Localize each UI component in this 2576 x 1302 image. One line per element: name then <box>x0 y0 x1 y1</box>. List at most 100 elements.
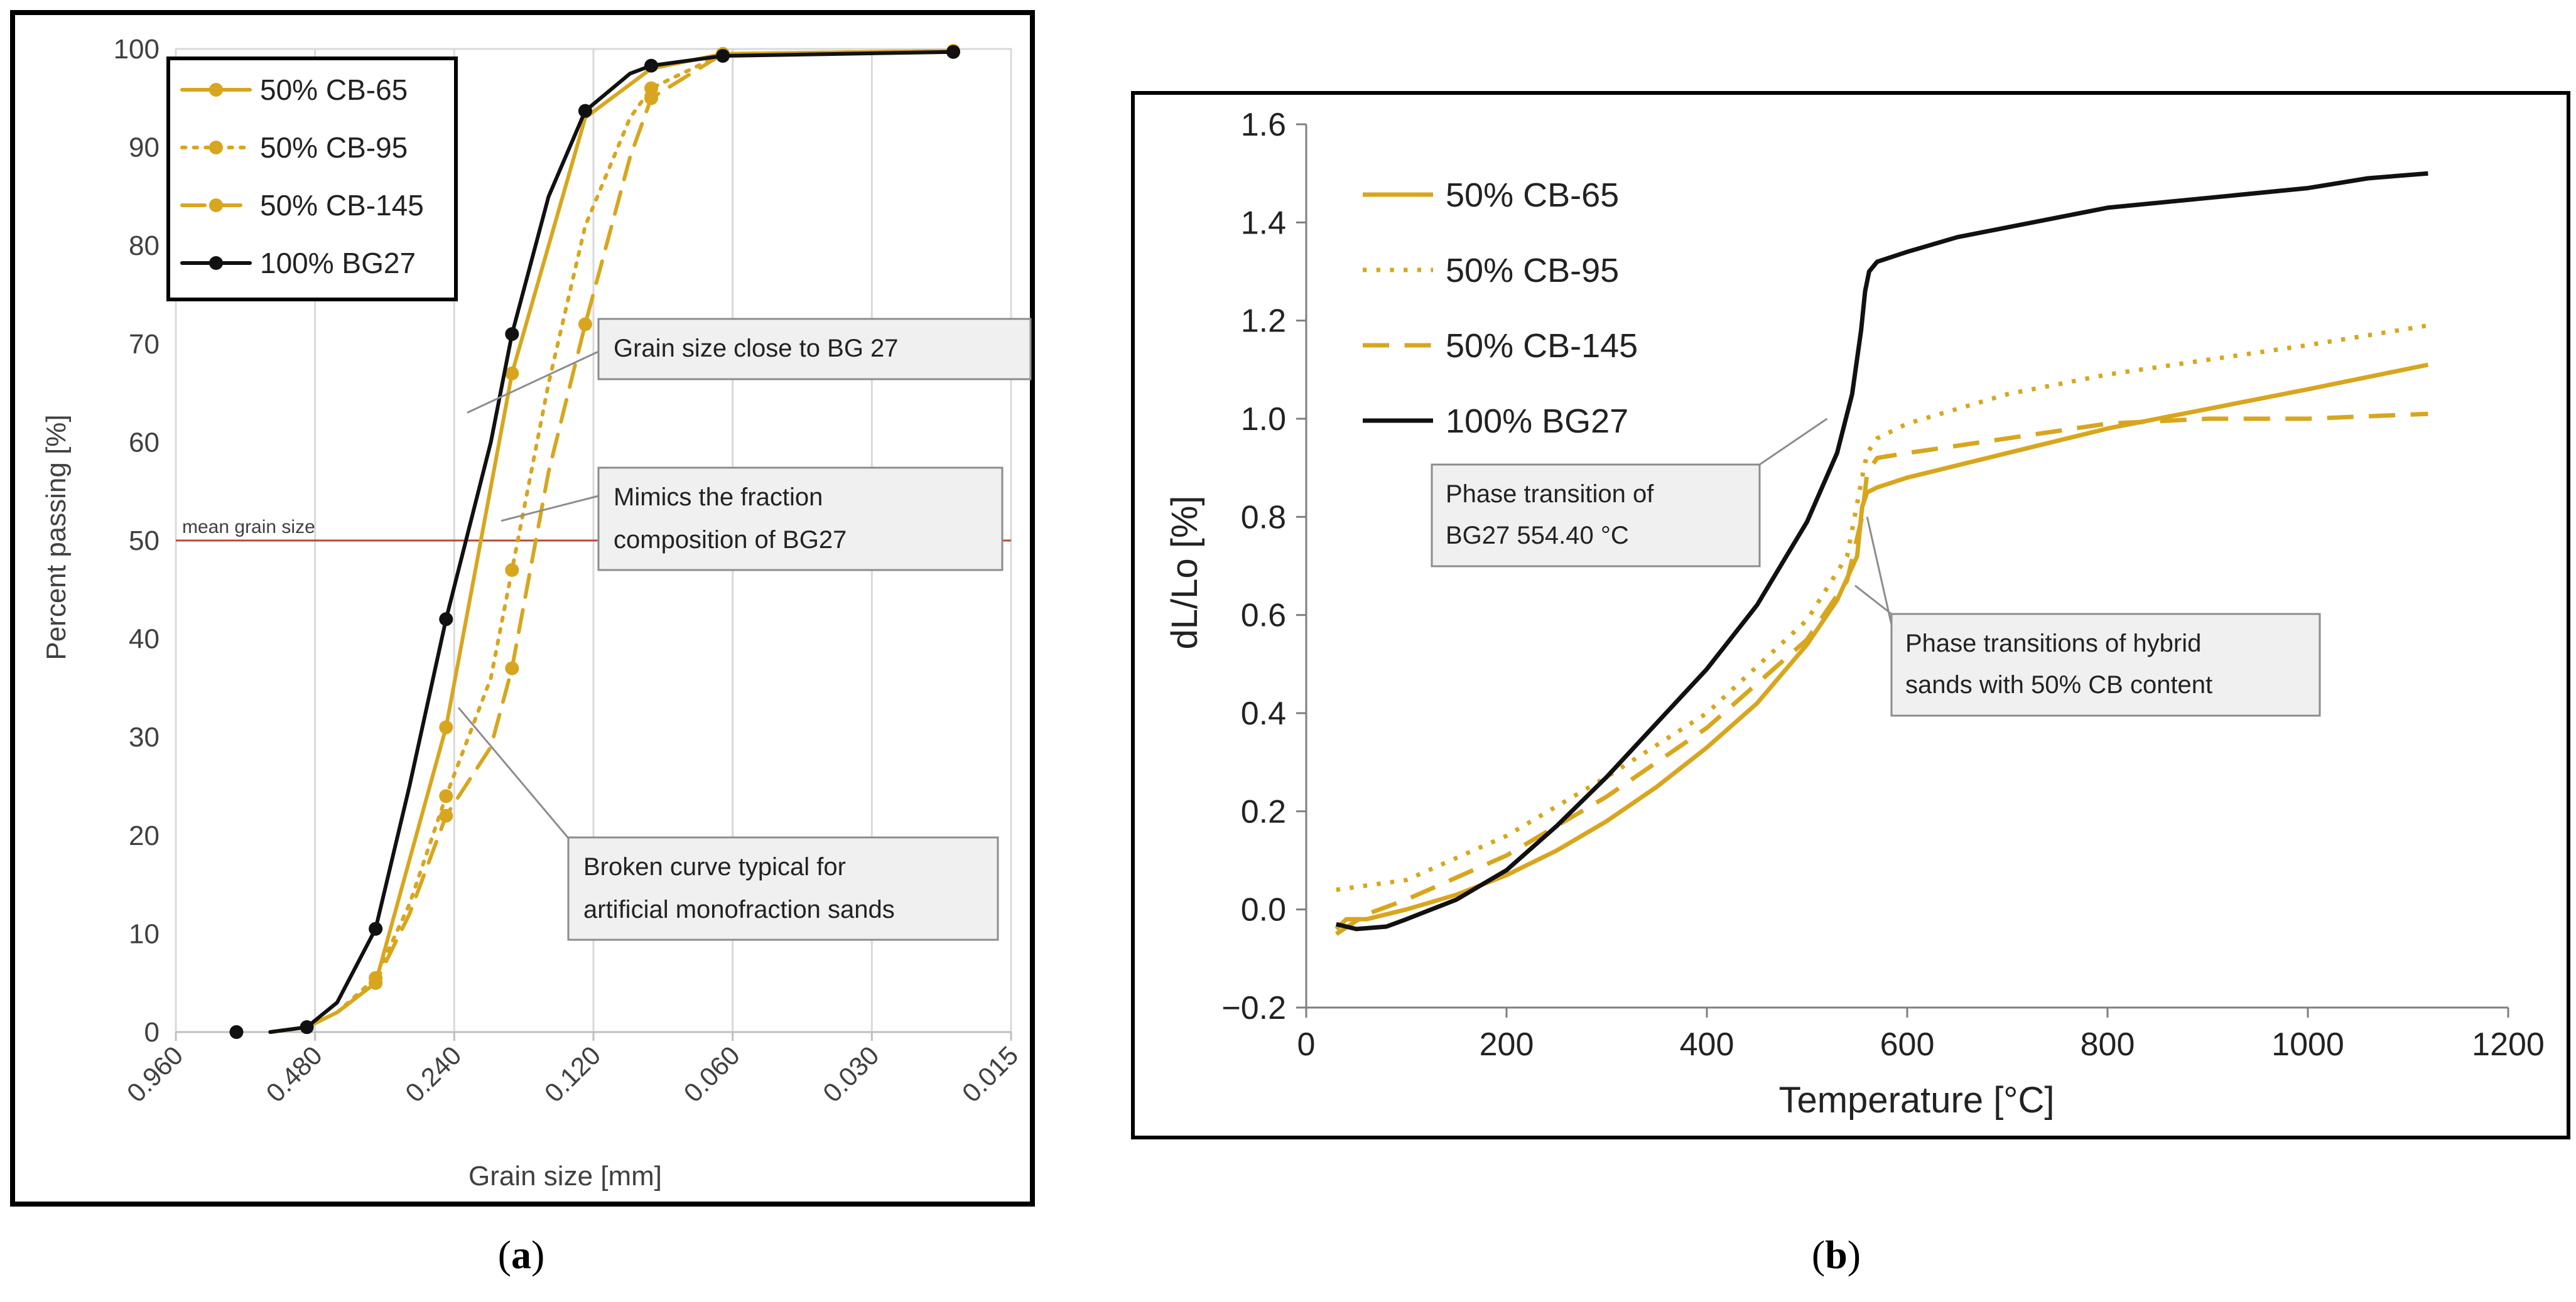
callout-text: BG27 554.40 °C <box>1446 522 1629 549</box>
legend-label: 50% CB-95 <box>1446 252 1619 289</box>
callout-box <box>597 318 1032 380</box>
y-tick-label: 30 <box>129 722 160 753</box>
y-tick-label: 0 <box>144 1017 160 1048</box>
callout-text: Grain size close to BG 27 <box>614 335 899 362</box>
legend-swatch-marker <box>209 256 223 270</box>
legend-label: 100% BG27 <box>1446 402 1628 440</box>
callout-box <box>1890 613 2321 717</box>
data-point <box>439 809 453 823</box>
data-point <box>505 661 519 675</box>
x-axis-title: Temperature [°C] <box>1778 1080 2054 1121</box>
callout-text: composition of BG27 <box>614 526 847 554</box>
series-line <box>268 49 955 1034</box>
callout-box <box>1431 463 1761 568</box>
callout-text: sands with 50% CB content <box>1905 671 2212 699</box>
y-tick-label: −0.2 <box>1221 990 1286 1026</box>
y-tick-label: 70 <box>129 329 160 360</box>
callout-leader <box>501 495 599 522</box>
y-tick-label: 40 <box>129 624 160 655</box>
callout-box <box>567 836 999 941</box>
legend: 50% CB-65 50% CB-95 50% CB-145 100% BG27 <box>166 56 458 301</box>
callout: Broken curve typical for artificial monof… <box>457 707 999 941</box>
data-point <box>578 104 592 118</box>
panel-b-frame <box>1131 91 2570 1139</box>
x-tick-label: 1200 <box>2472 1026 2545 1063</box>
mean-grain-size-label: mean grain size <box>182 517 315 537</box>
legend-item: 50% CB-145 <box>1363 327 1638 365</box>
series-100-bg27 <box>229 45 960 1039</box>
data-point <box>578 317 592 331</box>
legend-item: 50% CB-145 <box>180 189 424 222</box>
data-point <box>644 91 658 105</box>
data-point <box>644 81 658 95</box>
series-line <box>1335 171 2428 932</box>
legend-label: 50% CB-145 <box>260 189 424 222</box>
data-point <box>439 789 453 804</box>
series-50-cb-65 <box>1334 362 2429 931</box>
data-point <box>369 976 383 990</box>
legend-item: 100% BG27 <box>1363 402 1628 440</box>
y-tick-label: 80 <box>129 230 160 261</box>
legend-swatch-marker <box>209 198 223 212</box>
y-tick-label: 10 <box>129 918 160 949</box>
legend-label: 50% CB-95 <box>260 131 408 164</box>
callout-leader <box>1866 517 1893 625</box>
legend-item: 50% CB-65 <box>180 73 408 106</box>
callout: Grain size close to BG 27 <box>467 318 1032 414</box>
y-tick-label: 1.4 <box>1241 205 1286 241</box>
legend: 50% CB-65 50% CB-95 50% CB-145 100% BG27 <box>1363 176 1638 440</box>
callout-text: artificial monofraction sands <box>583 896 895 923</box>
data-point <box>439 720 453 734</box>
y-tick-label: 20 <box>129 820 160 851</box>
legend-item: 50% CB-95 <box>180 131 408 164</box>
x-axis-title: Grain size [mm] <box>468 1161 662 1192</box>
series-50-cb-145 <box>1334 411 2428 936</box>
data-series <box>1334 171 2429 936</box>
y-tick-label: 100 <box>114 34 160 65</box>
callout-box <box>597 466 1004 571</box>
x-tick-label: 1000 <box>2271 1026 2344 1063</box>
callout-leader <box>1759 417 1828 466</box>
axes: 0 200 400 600 800 1000 1200 −0.2 0.0 0.2 0.4 0.6 0.8… <box>1221 107 2545 1063</box>
legend-swatch-marker <box>209 141 223 154</box>
legend-label: 50% CB-65 <box>260 73 408 106</box>
data-point <box>300 1020 314 1035</box>
callout: Phase transition of BG27 554.40 °C <box>1431 417 1828 568</box>
legend-item: 100% BG27 <box>180 247 416 279</box>
data-point <box>716 48 730 63</box>
y-tick-label: 90 <box>129 132 160 163</box>
legend-item: 50% CB-95 <box>1363 252 1619 289</box>
series-100-bg27 <box>1335 171 2428 932</box>
callouts: Grain size close to BG 27 Mimics the frac… <box>457 318 1032 941</box>
callout-text: Mimics the fraction <box>614 483 823 511</box>
panel-label-b: (b) <box>1812 1232 1861 1277</box>
x-tick-label: 800 <box>2081 1026 2135 1063</box>
y-tick-label: 0.6 <box>1241 598 1286 634</box>
y-tick-label: 1.6 <box>1241 107 1286 143</box>
data-point <box>369 922 383 936</box>
y-tick-label: 0.4 <box>1241 696 1286 732</box>
callout-leader <box>467 350 599 414</box>
callout-leader <box>1854 584 1892 615</box>
x-tick-label: 200 <box>1480 1026 1534 1063</box>
y-tick-label: 0.8 <box>1241 499 1286 535</box>
legend-swatch-marker <box>209 83 223 97</box>
data-point <box>644 58 658 73</box>
data-point <box>505 562 519 577</box>
callout: Phase transitions of hybrid sands with 50… <box>1854 517 2321 717</box>
legend-label: 100% BG27 <box>260 247 416 279</box>
x-tick-label: 400 <box>1680 1026 1734 1063</box>
series-line <box>1334 411 2428 936</box>
y-tick-label: 50 <box>129 525 160 556</box>
callout-leader <box>457 707 570 839</box>
y-tick-label: 1.0 <box>1241 401 1286 438</box>
data-point <box>229 1025 244 1039</box>
data-series <box>229 44 960 1039</box>
legend-label: 50% CB-65 <box>1446 176 1619 214</box>
panel-b: 0 200 400 600 800 1000 1200 −0.2 0.0 0.2 0.4 0.6 0.8… <box>1131 91 2570 1277</box>
legend-item: 50% CB-65 <box>1363 176 1619 214</box>
x-tick-label: 600 <box>1880 1026 1935 1063</box>
data-point <box>505 327 519 342</box>
